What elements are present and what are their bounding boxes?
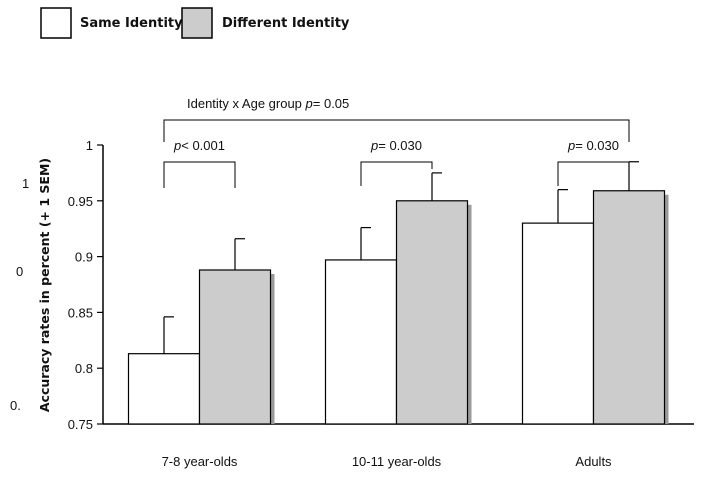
y-tick-label: 0.75	[68, 417, 93, 432]
stray-label-1: 1	[22, 176, 29, 191]
bars	[127, 161, 669, 425]
bar	[521, 222, 595, 425]
pair-bracket	[163, 161, 236, 188]
interaction-p-value: = 0.05	[313, 96, 350, 111]
p-value-text: < 0.001	[181, 138, 225, 153]
stray-label-2: 0	[16, 264, 23, 279]
interaction-text: Identity x Age group	[187, 96, 306, 111]
p-value-text: = 0.030	[575, 138, 619, 153]
y-tick-label: 0.85	[68, 305, 93, 320]
p-value-text: = 0.030	[378, 138, 422, 153]
legend-swatch-different-identity	[181, 7, 213, 39]
y-tick-label: 0.9	[75, 250, 93, 265]
x-category-label: 10-11 year-olds	[352, 454, 442, 469]
interaction-label: Identity x Age group p= 0.05	[187, 96, 349, 111]
bar	[395, 200, 469, 425]
legend-swatch-same-identity	[40, 7, 72, 39]
y-tick-label: 1	[86, 138, 93, 153]
pair-p-value: p< 0.001	[173, 138, 225, 153]
legend-label-same-identity: Same Identity	[80, 16, 183, 31]
y-axis-label: Accuracy rates in percent (+ 1 SEM)	[37, 158, 52, 412]
legend-label-different-identity: Different Identity	[222, 16, 350, 31]
pair-p-value: p= 0.030	[370, 138, 422, 153]
bar	[592, 190, 666, 425]
y-tick-label: 0.95	[68, 194, 93, 209]
pair-bracket	[557, 161, 630, 186]
x-category-label: Adults	[575, 454, 612, 469]
bar	[127, 353, 201, 425]
x-category-label: 7-8 year-olds	[162, 454, 238, 469]
bar	[198, 269, 272, 425]
p-symbol: p	[305, 96, 313, 111]
p-symbol: p	[370, 138, 378, 153]
pair-bracket	[360, 161, 433, 186]
legend: Same Identity Different Identity	[40, 7, 350, 39]
bar	[324, 259, 398, 425]
stray-label-3: 0.	[10, 398, 21, 413]
y-tick-label: 0.8	[75, 361, 93, 376]
p-symbol: p	[173, 138, 181, 153]
pair-p-value: p= 0.030	[567, 138, 619, 153]
interaction-bracket	[163, 119, 630, 142]
p-symbol: p	[567, 138, 575, 153]
